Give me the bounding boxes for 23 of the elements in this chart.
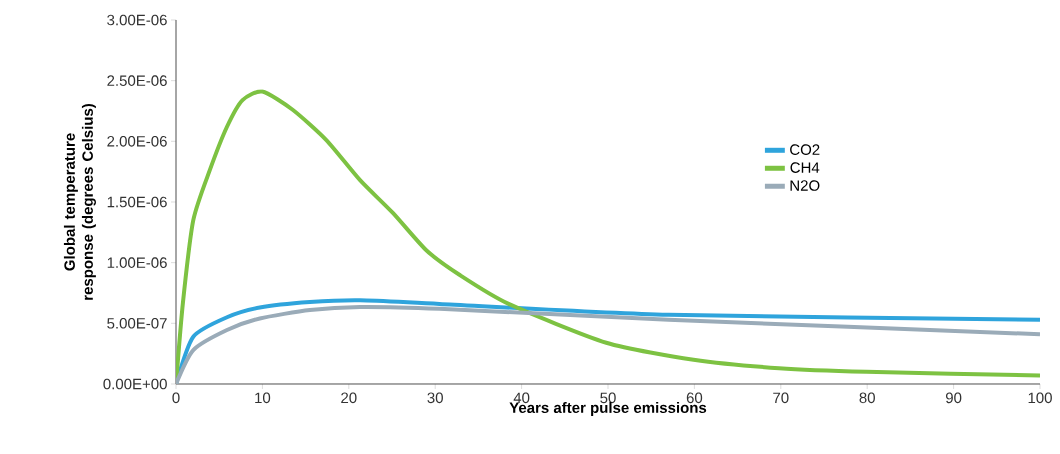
x-tick-label: 50 — [600, 392, 616, 404]
x-tick-label: 100 — [1028, 392, 1052, 404]
y-tick-label: 2.00E-06 — [107, 136, 167, 147]
y-tick-label: 5.00E-07 — [107, 318, 167, 329]
y-axis-title: Global temperature response (degrees Celsius) — [63, 103, 96, 300]
x-tick-label: 90 — [945, 392, 962, 404]
x-tick-label: 80 — [859, 392, 875, 404]
y-tick-label: 3.00E-06 — [107, 14, 167, 26]
y-tick-label: 1.00E-06 — [107, 257, 167, 268]
legend-label: N2O — [790, 180, 820, 191]
y-tick-label: 1.50E-06 — [107, 196, 167, 208]
y-tick-label: 2.50E-06 — [107, 75, 167, 86]
x-tick-label: 70 — [773, 392, 789, 404]
x-tick-label: 20 — [341, 392, 357, 404]
x-tick-label: 10 — [255, 392, 271, 404]
x-axis-title: Years after pulse emissions — [509, 402, 707, 416]
legend-label: CO2 — [790, 144, 820, 155]
x-tick-label: 30 — [427, 392, 443, 404]
legend-label: CH4 — [790, 162, 820, 173]
y-tick-label: 0.00E+00 — [103, 378, 167, 390]
x-tick-label: 0 — [172, 392, 180, 404]
x-tick-label: 60 — [686, 392, 703, 404]
x-tick-label: 40 — [513, 392, 530, 404]
